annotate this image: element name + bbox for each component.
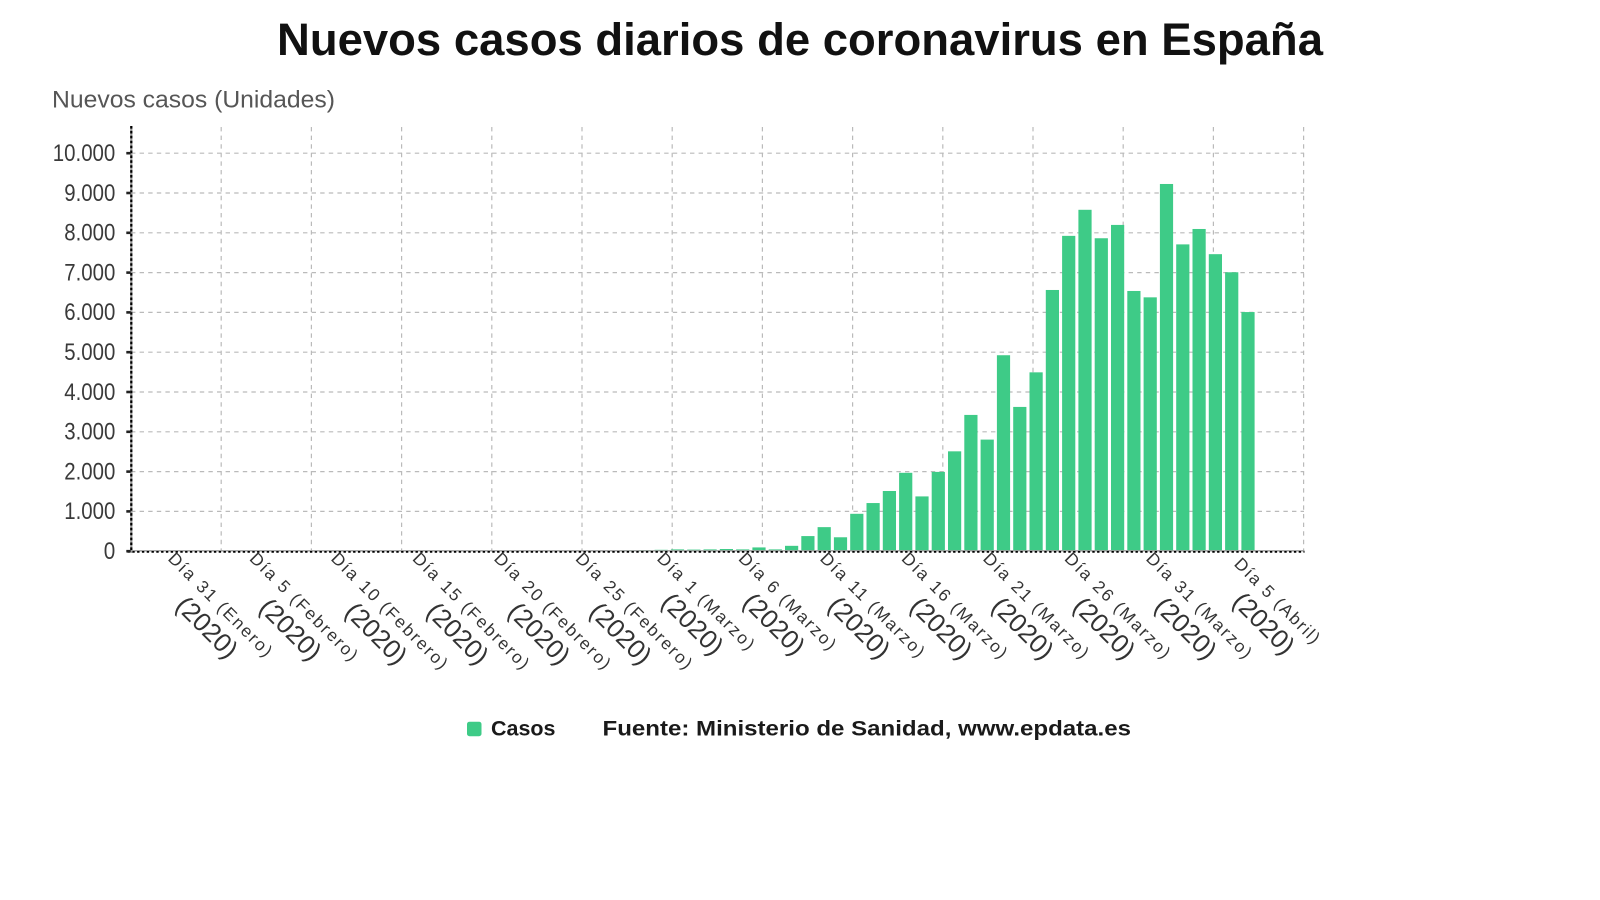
svg-text:2.000: 2.000 (64, 458, 115, 485)
svg-text:Fuente: Ministerio de Sanidad,: Fuente: Ministerio de Sanidad, www.epdat… (603, 717, 1132, 741)
svg-text:6.000: 6.000 (64, 299, 115, 326)
svg-text:1.000: 1.000 (64, 498, 115, 525)
svg-text:Nuevos casos (Unidades): Nuevos casos (Unidades) (52, 87, 335, 114)
svg-text:10.000: 10.000 (53, 140, 116, 167)
svg-text:4.000: 4.000 (64, 379, 115, 406)
svg-text:9.000: 9.000 (64, 180, 115, 207)
svg-text:0: 0 (104, 538, 116, 565)
svg-text:5.000: 5.000 (64, 339, 115, 366)
svg-text:Nuevos casos diarios de corona: Nuevos casos diarios de coronavirus en E… (277, 14, 1324, 65)
svg-text:8.000: 8.000 (64, 220, 115, 247)
svg-text:Casos: Casos (491, 717, 556, 741)
svg-text:7.000: 7.000 (64, 259, 115, 286)
svg-text:3.000: 3.000 (64, 419, 115, 446)
